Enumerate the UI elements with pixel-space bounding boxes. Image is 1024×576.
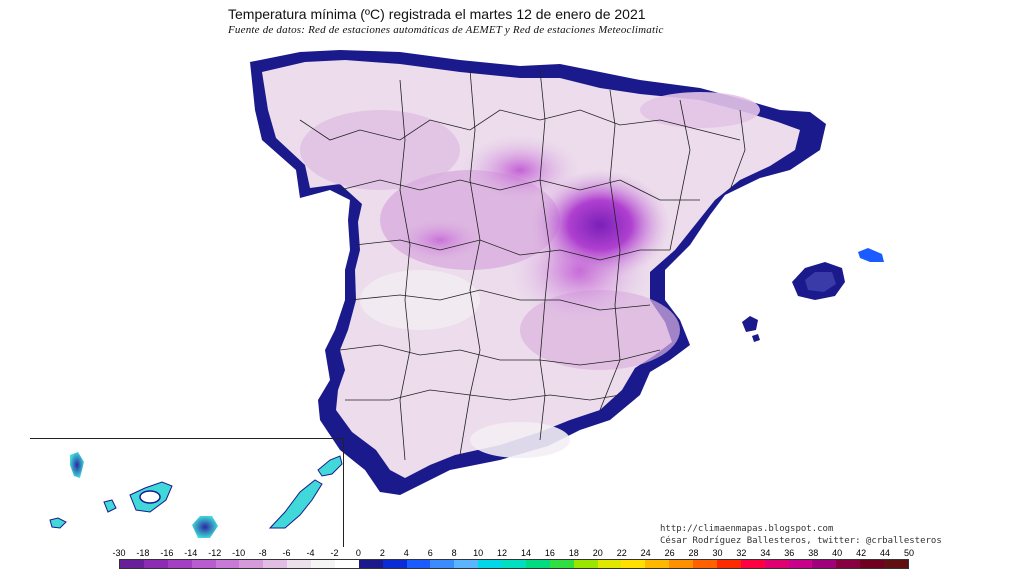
legend-tick-label: -8 [258,548,267,558]
legend-swatch [334,560,359,568]
legend-tick-label: 38 [808,548,819,558]
legend-swatch [502,560,526,568]
legend-tick-label: 6 [427,548,433,558]
legend-swatch [884,560,908,568]
temperature-legend: -30 -18 -16 -14 -12 -10 -8 -6 -4 -2 0 2 4 6 8 10 12 14 16 1… [112,548,914,570]
legend-tick-label: 12 [497,548,508,558]
legend-tick-label: 10 [473,548,484,558]
legend-swatch [382,560,407,568]
el-hierro-island [49,517,67,529]
legend-tick-label: 0 [355,548,361,558]
map-title: Temperatura mínima (ºC) registrada el ma… [228,6,646,22]
legend-tick-label: -30 [112,548,126,558]
legend-swatch [454,560,479,568]
gran-canaria-island [192,516,218,538]
legend-swatch [358,560,383,568]
legend-labels: -30 -18 -16 -14 -12 -10 -8 -6 -4 -2 0 2 4 6 8 10 12 14 16 1… [112,548,914,558]
legend-tick-label: -4 [306,548,315,558]
legend-swatch [311,560,335,568]
legend-tick-label: 34 [760,548,771,558]
canary-islands-inset [49,452,343,538]
legend-tick-label: 22 [616,548,627,558]
legend-swatch [573,560,598,568]
lanzarote-island [317,455,343,477]
credits: http://climaenmapas.blogspot.com César R… [660,523,942,547]
legend-swatch [716,560,741,568]
legend-swatch [740,560,765,568]
credits-author: César Rodríguez Ballesteros, twitter: @c… [660,536,942,546]
legend-swatch [693,560,717,568]
legend-swatch [812,560,837,568]
legend-swatch [215,560,240,568]
legend-tick-label: 32 [736,548,747,558]
legend-tick-label: -6 [282,548,291,558]
legend-tick-label: -16 [160,548,174,558]
legend-swatch [478,560,502,568]
legend-swatch [621,560,646,568]
menorca-island [858,248,884,262]
canary-islands-frame [30,438,344,547]
legend-tick-label: 50 [903,548,915,558]
la-gomera-island [103,499,117,513]
legend-tick-label: 30 [712,548,723,558]
legend-tick-label: -10 [232,548,246,558]
la-palma-island [70,452,84,478]
legend-swatch [263,560,288,568]
legend-tick-label: 2 [379,548,385,558]
legend-swatch [645,560,670,568]
legend-swatch [406,560,431,568]
legend-swatch [788,560,813,568]
legend-swatch [860,560,884,568]
ibiza-island [742,316,758,332]
legend-tick-label: 24 [640,548,651,558]
legend-tick-label: -2 [330,548,339,558]
legend-swatch [430,560,455,568]
legend-swatch [836,560,861,568]
legend-swatch [120,560,144,568]
legend-swatch [239,560,264,568]
credits-url[interactable]: http://climaenmapas.blogspot.com [660,524,834,534]
legend-tick-label: 8 [451,548,457,558]
fuerteventura-island [268,479,323,529]
legend-swatch [549,560,574,568]
legend-tick-label: 42 [856,548,867,558]
legend-swatch [597,560,622,568]
legend-tick-label: 20 [592,548,603,558]
legend-tick-label: -18 [136,548,150,558]
legend-swatch [525,560,550,568]
legend-tick-label: -14 [184,548,198,558]
legend-tick-label: 4 [403,548,409,558]
legend-tick-label: 44 [880,548,891,558]
legend-tick-label: 36 [784,548,795,558]
legend-swatch [191,560,216,568]
map-subtitle: Fuente de datos: Red de estaciones autom… [228,24,664,36]
legend-swatch [143,560,168,568]
legend-swatch [669,560,693,568]
legend-tick-label: 28 [688,548,699,558]
legend-swatch [287,560,311,568]
legend-tick-label: 16 [544,548,555,558]
legend-tick-label: 18 [568,548,579,558]
legend-tick-label: 40 [832,548,843,558]
legend-swatch [167,560,192,568]
legend-tick-label: -12 [208,548,222,558]
formentera-island [752,334,760,342]
legend-tick-label: 26 [664,548,675,558]
legend-swatch [764,560,789,568]
province-borders [299,69,746,461]
legend-tick-label: 14 [520,548,531,558]
legend-color-bar [119,559,909,569]
